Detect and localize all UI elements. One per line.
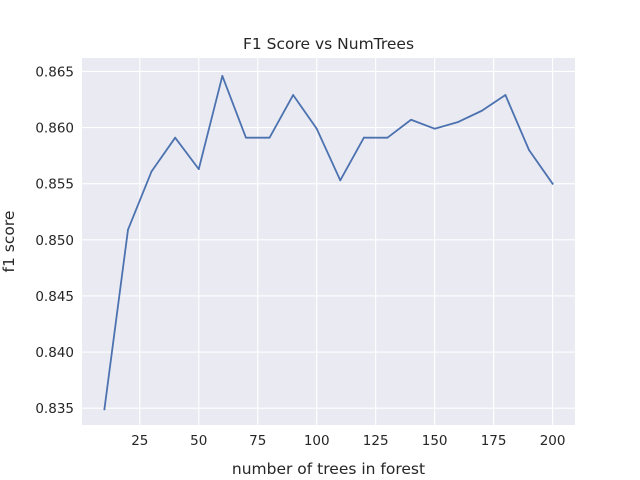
grid — [82, 58, 575, 425]
data-point — [315, 127, 318, 130]
y-tick-label: 0.835 — [35, 401, 74, 417]
x-tick-label: 75 — [249, 433, 266, 449]
data-point — [127, 228, 129, 231]
chart-title: F1 Score vs NumTrees — [243, 35, 414, 53]
data-point — [245, 136, 247, 139]
y-axis-label: f1 score — [0, 211, 18, 273]
data-point — [480, 109, 483, 112]
x-tick-label: 25 — [131, 433, 148, 449]
series-group — [103, 75, 554, 411]
x-tick-label: 175 — [481, 433, 507, 449]
plot-background — [82, 58, 575, 425]
data-point — [103, 408, 106, 411]
data-point — [528, 149, 530, 151]
data-point — [386, 136, 389, 139]
data-point — [433, 127, 436, 130]
data-point — [457, 121, 460, 123]
data-point — [339, 179, 342, 182]
data-point — [174, 136, 177, 139]
data-point — [551, 182, 554, 185]
data-point — [410, 118, 412, 121]
x-tick-label: 100 — [304, 433, 330, 449]
data-point — [268, 136, 271, 139]
y-tick-label: 0.840 — [35, 345, 74, 361]
x-tick-label: 150 — [422, 433, 448, 449]
data-point — [197, 168, 200, 171]
data-point — [362, 136, 365, 139]
y-tick-label: 0.845 — [35, 289, 74, 305]
x-tick-label: 50 — [190, 433, 207, 449]
x-tick-label: 200 — [540, 433, 566, 449]
x-tick-label: 125 — [363, 433, 389, 449]
data-point — [292, 94, 295, 96]
data-point — [150, 170, 153, 173]
series-line — [103, 75, 554, 411]
tick-labels: 25 50 75 100 125 150 175 200 0.835 0.840 0.845 0.85… — [35, 64, 565, 449]
y-tick-label: 0.860 — [35, 121, 74, 137]
y-tick-label: 0.850 — [35, 233, 74, 249]
y-tick-label: 0.855 — [35, 177, 74, 193]
data-point — [221, 75, 224, 77]
data-point — [504, 94, 507, 96]
y-tick-label: 0.865 — [35, 64, 74, 80]
x-axis-label: number of trees in forest — [232, 460, 425, 478]
